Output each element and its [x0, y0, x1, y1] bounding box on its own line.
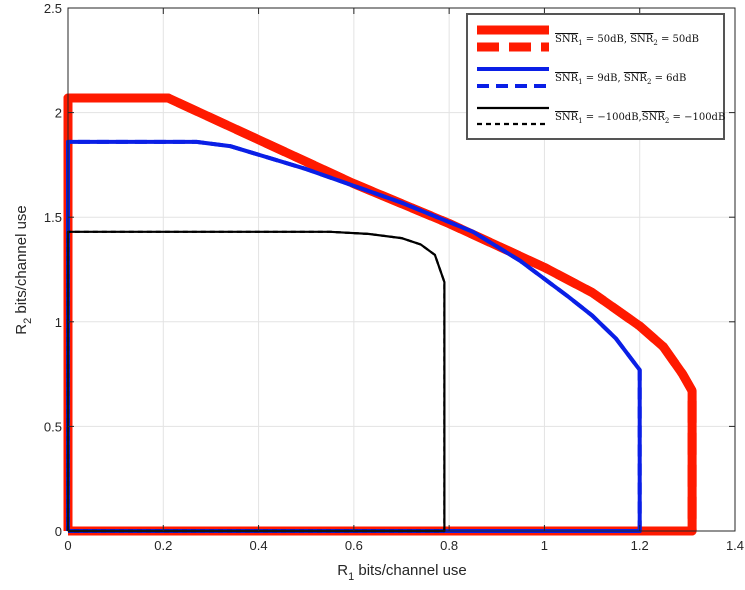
- series-line-1: [63, 93, 697, 536]
- legend-label: SNR1 = −100dB,SNR2 = −100dB: [555, 112, 725, 125]
- x-tick-label: 0.4: [250, 538, 268, 553]
- legend-label: SNR1 = 9dB, SNR2 = 6dB: [555, 73, 686, 86]
- y-tick-label: 2.5: [44, 1, 62, 16]
- y-tick-label: 1: [55, 315, 62, 330]
- y-tick-label: 2: [55, 106, 62, 121]
- plot-series: [63, 93, 697, 536]
- y-tick-label: 0: [55, 524, 62, 539]
- tick-labels: 0 0.2 0.4 0.6 0.8 1 1.2 1.4 0 0.5 1 1.5 2 2.5: [44, 1, 744, 553]
- series-line-5: [66, 230, 446, 533]
- x-axis-title: R1 bits/channel use: [337, 562, 467, 583]
- x-tick-label: 0.2: [154, 538, 172, 553]
- axes-frame: [67, 7, 736, 532]
- legend: SNR1 = 50dB, SNR2 = 50dB SNR1 = 9dB, SNR2…: [466, 13, 725, 140]
- x-tick-label: 0: [64, 538, 71, 553]
- x-tick-label: 1: [541, 538, 548, 553]
- y-tick-label: 1.5: [44, 210, 62, 225]
- x-tick-label: 1.4: [726, 538, 744, 553]
- x-tick-label: 0.8: [440, 538, 458, 553]
- x-tick-label: 0.6: [345, 538, 363, 553]
- series-line-3: [66, 139, 642, 533]
- y-tick-label: 0.5: [44, 419, 62, 434]
- x-tick-label: 1.2: [631, 538, 649, 553]
- axes-box: [67, 7, 736, 532]
- y-axis-title: R2 bits/channel use: [13, 205, 34, 335]
- legend-label: SNR1 = 50dB, SNR2 = 50dB: [555, 34, 699, 47]
- legend-box: [466, 13, 725, 140]
